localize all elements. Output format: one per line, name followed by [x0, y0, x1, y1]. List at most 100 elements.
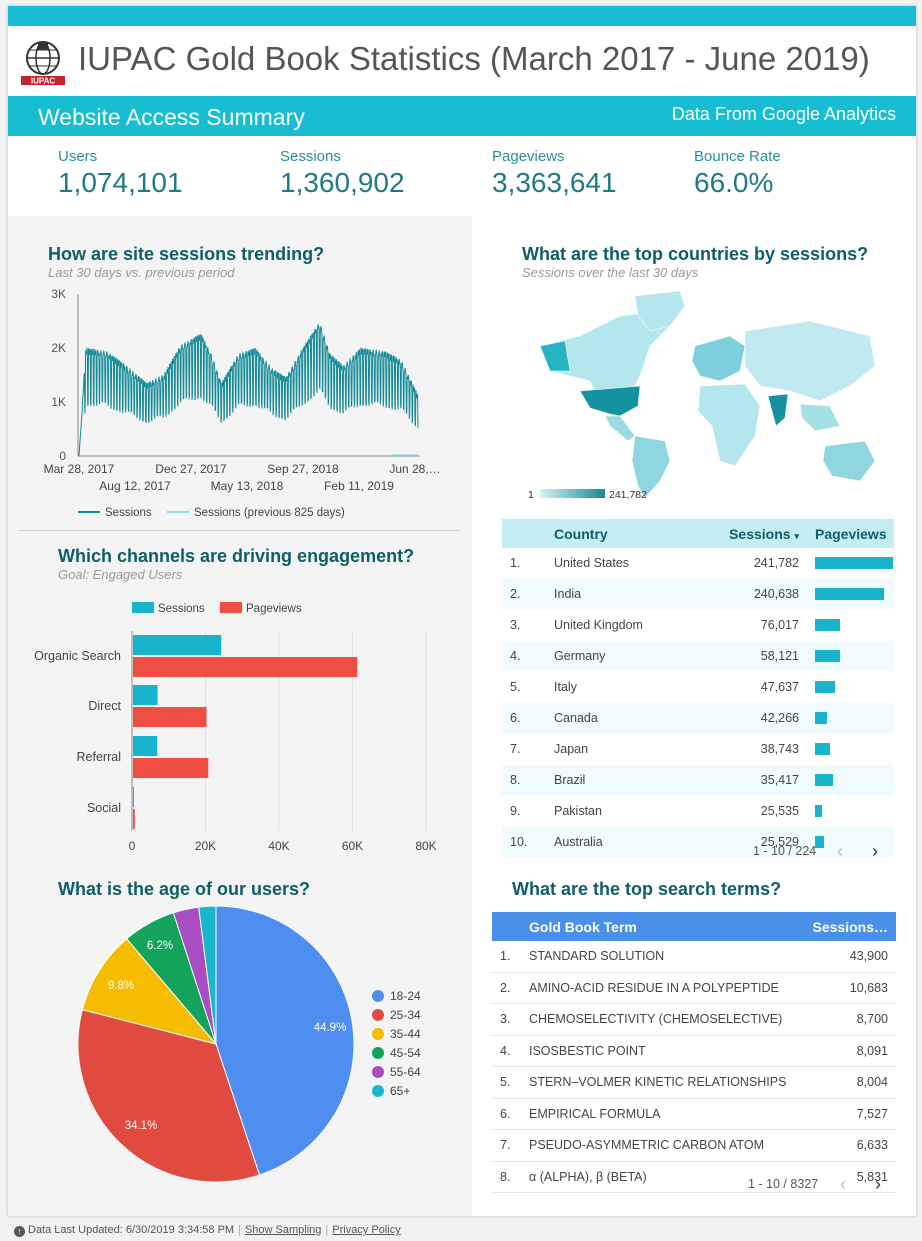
sessions-column-label: Sessions	[729, 525, 791, 542]
map-greenland	[634, 290, 686, 332]
show-sampling-link[interactable]: Show Sampling	[244, 1224, 322, 1236]
table-row[interactable]: 7. Japan 38,743	[502, 733, 894, 765]
sessions-cell: 38,743	[699, 733, 807, 765]
legend-swatch	[372, 1085, 384, 1097]
bar-pageviews-organic-search[interactable]	[133, 657, 358, 677]
term-column-header[interactable]: Gold Book Term	[528, 912, 797, 941]
table-row[interactable]: 10. Australia 25,529	[502, 826, 894, 858]
pie-slice-18-24[interactable]	[215, 905, 355, 1176]
table-row[interactable]: 7. PSEUDO-ASYMMETRIC CARBON ATOM 6,633	[492, 1129, 896, 1162]
table-row[interactable]: 4. ISOSBESTIC POINT 8,091	[492, 1035, 896, 1067]
term-cell: α (ALPHA), β (BETA)	[528, 1161, 797, 1193]
bar-pageviews-referral[interactable]	[133, 758, 209, 778]
rank-cell: 5.	[492, 1066, 528, 1099]
table-row[interactable]: 3. CHEMOSELECTIVITY (CHEMOSELECTIVE) 8,700	[492, 1003, 896, 1036]
pageviews-cell	[807, 671, 894, 703]
sessions-column-header[interactable]: Sessions ▾	[699, 519, 807, 548]
country-cell: India	[553, 578, 700, 610]
table-row[interactable]: 1. STANDARD SOLUTION 43,900	[492, 941, 896, 973]
sessions-cell: 25,535	[699, 795, 807, 827]
table-row[interactable]: 2. AMINO-ACID RESIDUE IN A POLYPEPTIDE 10,…	[492, 972, 896, 1004]
pie-slice-25-34[interactable]	[77, 1009, 261, 1183]
country-column-header[interactable]: Country	[553, 519, 700, 548]
sessions-column-header[interactable]: Sessions…	[797, 912, 896, 941]
table-row[interactable]: 9. Pakistan 25,535	[502, 795, 894, 827]
x-tick-label: Aug 12, 2017	[99, 479, 171, 493]
slice-label: 6.2%	[147, 940, 173, 952]
search-terms-table: Gold Book Term Sessions… 1. STANDARD SOLU…	[492, 912, 896, 1193]
section-bar: Website Access Summary Data From Google …	[8, 96, 916, 136]
sessions-series-line	[78, 323, 419, 457]
legend-label: Pageviews	[246, 603, 302, 615]
bar-sessions-organic-search[interactable]	[133, 635, 222, 655]
pageviews-cell	[807, 609, 894, 641]
map-australia	[822, 440, 876, 482]
age-title: What is the age of our users?	[58, 879, 311, 899]
country-cell: Italy	[553, 671, 700, 703]
pageviews-cell	[807, 640, 894, 672]
pageviews-bar	[815, 650, 840, 662]
legend-label: Sessions (previous 825 days)	[194, 507, 345, 519]
x-tick-label: 0	[129, 839, 136, 853]
rank-cell: 6.	[492, 1098, 528, 1130]
category-labels: Organic Search Direct Referral Social	[34, 649, 121, 815]
country-cell: Canada	[553, 702, 700, 734]
pie-slice-35-44[interactable]	[81, 938, 218, 1045]
table-row[interactable]: 8. Brazil 35,417	[502, 764, 894, 796]
kpi-label: Bounce Rate	[694, 148, 781, 165]
legend-label: 35-44	[390, 1027, 421, 1041]
search-title: What are the top search terms?	[512, 879, 782, 899]
pageviews-bar	[815, 774, 833, 786]
bar-sessions-direct[interactable]	[133, 685, 158, 705]
table-row[interactable]: 4. Germany 58,121	[502, 640, 894, 672]
table-row[interactable]: 5. STERN–VOLMER KINETIC RELATIONSHIPS 8,00…	[492, 1066, 896, 1099]
chevron-left-icon[interactable]: ‹	[837, 841, 843, 861]
chevron-right-icon[interactable]: ›	[872, 841, 878, 861]
map-india	[767, 393, 789, 427]
table-row[interactable]: 6. Canada 42,266	[502, 702, 894, 734]
bars	[133, 635, 358, 829]
privacy-policy-link[interactable]: Privacy Policy	[332, 1224, 401, 1236]
trend-subtitle: Last 30 days vs. previous period	[48, 265, 235, 280]
map-central-america	[604, 415, 636, 442]
pageviews-bar	[815, 557, 893, 569]
x-tick-label: May 13, 2018	[211, 479, 284, 493]
kpi-users: Users 1,074,101	[58, 148, 183, 199]
table-row[interactable]: 5. Italy 47,637	[502, 671, 894, 703]
y-tick-label: 3K	[51, 287, 66, 301]
term-cell: ISOSBESTIC POINT	[528, 1035, 797, 1067]
map-scale-min: 1	[528, 489, 534, 501]
chevron-left-icon[interactable]: ‹	[840, 1174, 846, 1194]
countries-subtitle: Sessions over the last 30 days	[522, 265, 699, 280]
bar-pageviews-direct[interactable]	[133, 707, 207, 727]
sessions-cell: 58,121	[699, 640, 807, 672]
bar-pageviews-social[interactable]	[133, 809, 135, 829]
table-row[interactable]: 1. United States 241,782	[502, 548, 894, 579]
iupac-logo: IUPAC	[21, 41, 65, 86]
slice-label: 9.8%	[108, 980, 134, 992]
x-tick-label: Sep 27, 2018	[267, 462, 339, 476]
bar-sessions-referral[interactable]	[133, 736, 158, 756]
rank-column-header	[492, 912, 528, 941]
map-europe	[691, 335, 746, 382]
legend-swatch-pageviews	[220, 602, 242, 613]
table-row[interactable]: 8. α (ALPHA), β (BETA) 5,831	[492, 1161, 896, 1193]
world-map: 1 241,782	[528, 290, 876, 501]
country-cell: Brazil	[553, 764, 700, 796]
table-row[interactable]: 3. United Kingdom 76,017	[502, 609, 894, 641]
kpi-sessions: Sessions 1,360,902	[280, 148, 405, 199]
rank-cell: 5.	[502, 671, 554, 703]
table-row[interactable]: 2. India 240,638	[502, 578, 894, 610]
rank-cell: 3.	[492, 1003, 528, 1036]
pie-slice-65+[interactable]	[198, 905, 217, 1045]
pageviews-cell	[807, 764, 894, 796]
country-cell: Australia	[553, 826, 700, 858]
pageviews-bar	[815, 681, 835, 693]
bar-sessions-social[interactable]	[133, 787, 134, 807]
pageviews-column-header[interactable]: Pageviews	[807, 519, 894, 548]
chevron-right-icon[interactable]: ›	[875, 1174, 881, 1194]
sessions-cell: 42,266	[699, 702, 807, 734]
pageviews-bar	[815, 712, 827, 724]
table-header-row: Gold Book Term Sessions…	[492, 912, 896, 941]
table-row[interactable]: 6. EMPIRICAL FORMULA 7,527	[492, 1098, 896, 1130]
